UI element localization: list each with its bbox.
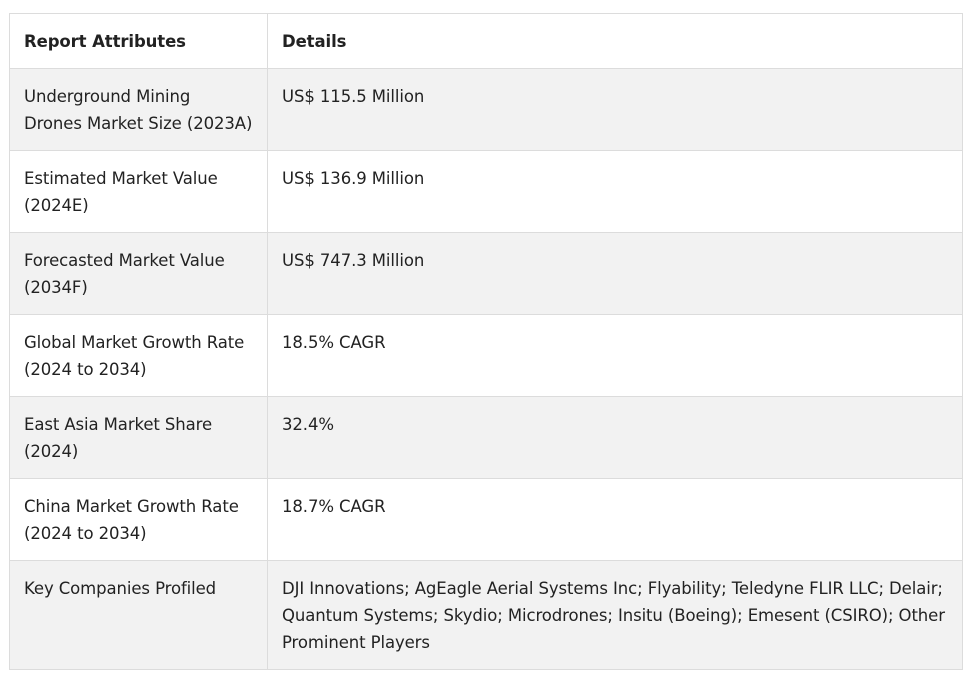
report-attributes-table: Report Attributes Details Underground Mi… — [9, 13, 963, 670]
table-row: Key Companies Profiled DJI Innovations; … — [9, 560, 963, 670]
table-row: Forecasted Market Value (2034F) US$ 747.… — [9, 232, 963, 315]
table-row: Global Market Growth Rate (2024 to 2034)… — [9, 314, 963, 397]
table-row: East Asia Market Share (2024) 32.4% — [9, 396, 963, 479]
attribute-cell: Global Market Growth Rate (2024 to 2034) — [9, 314, 268, 397]
attribute-cell: Estimated Market Value (2024E) — [9, 150, 268, 233]
attribute-cell: Underground Mining Drones Market Size (2… — [9, 68, 268, 151]
detail-cell: US$ 115.5 Million — [267, 68, 963, 151]
detail-cell: 18.7% CAGR — [267, 478, 963, 561]
table-header-row: Report Attributes Details — [9, 13, 963, 69]
attribute-cell: Key Companies Profiled — [9, 560, 268, 670]
header-report-attributes: Report Attributes — [9, 13, 268, 69]
header-details: Details — [267, 13, 963, 69]
table-row: Estimated Market Value (2024E) US$ 136.9… — [9, 150, 963, 233]
table-row: Underground Mining Drones Market Size (2… — [9, 68, 963, 151]
attribute-cell: East Asia Market Share (2024) — [9, 396, 268, 479]
attribute-cell: Forecasted Market Value (2034F) — [9, 232, 268, 315]
table-row: China Market Growth Rate (2024 to 2034) … — [9, 478, 963, 561]
detail-cell: 18.5% CAGR — [267, 314, 963, 397]
attribute-cell: China Market Growth Rate (2024 to 2034) — [9, 478, 268, 561]
detail-cell: US$ 136.9 Million — [267, 150, 963, 233]
detail-cell: US$ 747.3 Million — [267, 232, 963, 315]
detail-cell: DJI Innovations; AgEagle Aerial Systems … — [267, 560, 963, 670]
detail-cell: 32.4% — [267, 396, 963, 479]
